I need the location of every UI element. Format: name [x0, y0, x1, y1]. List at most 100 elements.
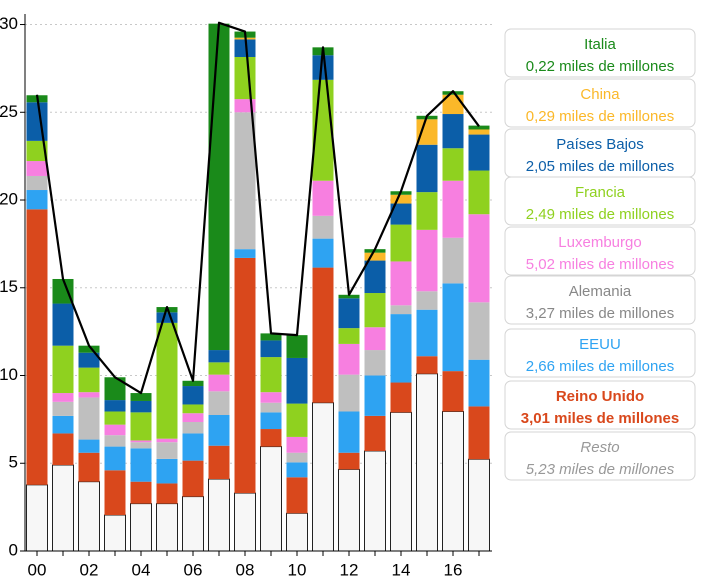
legend-box [504, 78, 696, 128]
bar-segment [182, 404, 204, 414]
bar-segment [416, 356, 438, 374]
bar-segment [468, 125, 490, 130]
legend-value: 2,49 miles de millones [526, 206, 674, 223]
bar-segment [260, 412, 282, 430]
bar-segment [416, 291, 438, 310]
x-tick-label: 16 [444, 560, 463, 579]
bar-segment [182, 413, 204, 423]
y-tick-label: 15 [0, 277, 18, 296]
bar-segment [442, 180, 464, 238]
bar-segment [52, 345, 74, 394]
bar-segment [364, 293, 386, 328]
bar-segment [182, 386, 204, 405]
bar-segment [130, 481, 152, 504]
x-tick-label: 08 [236, 560, 255, 579]
y-tick-label: 0 [9, 540, 18, 559]
bar-segment [26, 102, 48, 141]
bar-segment [312, 402, 334, 552]
bar-segment [286, 357, 308, 404]
legend-value: 5,02 miles de millones [526, 256, 674, 273]
bar-segment [312, 238, 334, 268]
bar-segment [104, 470, 126, 516]
bar-segment [260, 402, 282, 413]
bar-segment [416, 192, 438, 230]
legend-box [504, 28, 696, 78]
bar-segment [468, 302, 490, 360]
bar-segment [130, 448, 152, 482]
bar-segment [182, 496, 204, 552]
bar-segment [364, 350, 386, 376]
bar-segment [390, 224, 412, 262]
bar-segment [156, 458, 178, 484]
bar-segment [416, 119, 438, 145]
bar-segment [364, 260, 386, 294]
legend-value: 3,27 miles de millones [526, 305, 674, 322]
y-tick-label: 20 [0, 190, 18, 209]
y-tick-label: 25 [0, 102, 18, 121]
bar-segment [260, 333, 282, 341]
bar-segment [416, 373, 438, 552]
bar-segment [52, 393, 74, 402]
bar-segment [182, 422, 204, 434]
bar-segment [468, 170, 490, 215]
legend-name: Reino Unido [556, 388, 644, 405]
legend-box [504, 380, 696, 430]
bar-segment [26, 161, 48, 176]
bar-segment [208, 414, 230, 446]
bar-segment [442, 237, 464, 284]
bar-segment [442, 114, 464, 149]
bar-segment [260, 429, 282, 447]
bar-segment [468, 359, 490, 407]
bar-segment [52, 433, 74, 466]
legend-box [504, 431, 696, 481]
bar-segment [390, 194, 412, 204]
bar-segment [208, 391, 230, 415]
bar-segment [78, 397, 100, 440]
bar-segment [234, 39, 256, 57]
bar-segment [156, 322, 178, 439]
legend-value: 2,05 miles de millones [526, 158, 674, 175]
bar-segment [208, 23, 230, 351]
x-tick-label: 10 [288, 560, 307, 579]
legend-box [504, 328, 696, 378]
bar-segment [26, 175, 48, 191]
bar-segment [52, 303, 74, 346]
bar-segment [234, 257, 256, 494]
legend-box [504, 226, 696, 276]
x-tick-label: 06 [184, 560, 203, 579]
bar-segment [182, 433, 204, 461]
bar-segment [364, 375, 386, 416]
bar-segment [156, 442, 178, 459]
bar-segment [104, 435, 126, 447]
bar-segment [338, 411, 360, 453]
bar-segment [208, 374, 230, 392]
legend-name: Italia [584, 36, 616, 53]
bar-segment [26, 190, 48, 210]
bar-segment [312, 180, 334, 216]
bar-segment [130, 503, 152, 552]
bar-segment [442, 410, 464, 552]
bar-segment [156, 312, 178, 323]
bar-segment [286, 462, 308, 478]
bar-segment [416, 144, 438, 193]
bar-segment [182, 460, 204, 497]
bar-segment [338, 328, 360, 344]
legend-name: Países Bajos [556, 136, 644, 153]
legend-name: China [580, 86, 620, 103]
bar-segment [442, 283, 464, 372]
legend-name: EEUU [579, 336, 621, 353]
bar-segment [104, 400, 126, 412]
legend-box [504, 275, 696, 325]
bar-segment [104, 377, 126, 401]
bar-segment [78, 452, 100, 482]
x-tick-label: 00 [28, 560, 47, 579]
bar-segment [390, 411, 412, 552]
bar-segment [104, 514, 126, 552]
bar-segment [130, 440, 152, 443]
bar-segment [286, 512, 308, 552]
bar-segment [156, 483, 178, 504]
bar-segment [390, 261, 412, 306]
bar-segment [338, 452, 360, 470]
bar-segment [78, 367, 100, 393]
